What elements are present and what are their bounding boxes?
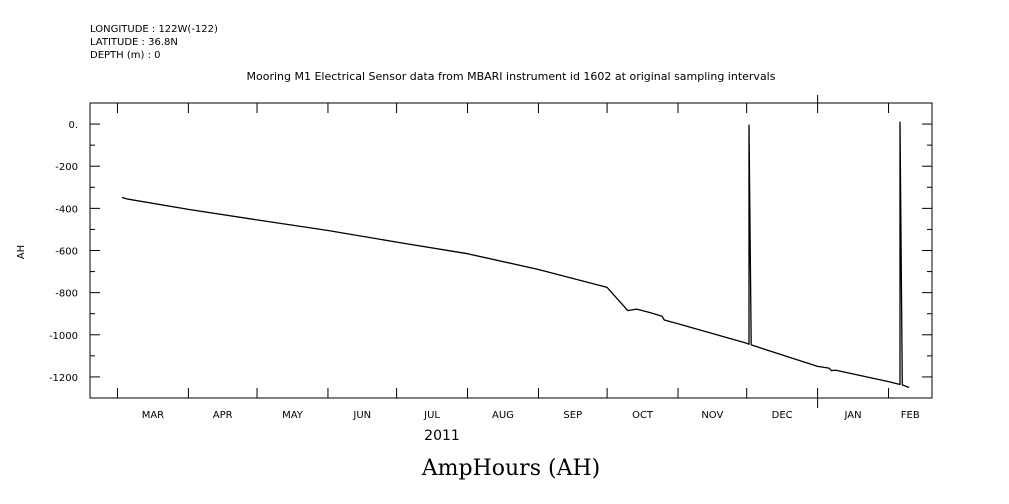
variable-label: AmpHours (AH) xyxy=(421,456,600,481)
x-tick-label: OCT xyxy=(632,410,654,421)
x-tick-label: DEC xyxy=(772,410,793,421)
x-tick-label: JUN xyxy=(352,410,371,421)
y-tick-label: -800 xyxy=(55,289,78,300)
x-tick-label: FEB xyxy=(901,410,920,421)
plot-frame xyxy=(89,102,933,399)
y-tick-label: -1200 xyxy=(49,373,78,384)
x-tick-label: NOV xyxy=(701,410,723,421)
x-tick-label: JAN xyxy=(844,410,862,421)
x-axis: MAR APR MAY JUN JUL AUG SEP OCT NOV DEC JAN FEB xyxy=(116,95,920,421)
depth-label: DEPTH (m) : 0 xyxy=(90,50,161,61)
x-tick-label: SEP xyxy=(563,410,582,421)
y-axis: 0. -200 -400 -600 -800 -1000 -1200 xyxy=(49,102,932,399)
longitude-label: LONGITUDE : 122W(-122) xyxy=(90,24,218,35)
x-tick-label: MAY xyxy=(282,410,304,421)
y-tick-label: -600 xyxy=(55,247,78,258)
x-axis-year-label: 2011 xyxy=(424,428,460,444)
y-tick-label: -400 xyxy=(55,204,78,215)
y-tick-label: -200 xyxy=(55,162,78,173)
data-series xyxy=(121,121,910,389)
y-tick-label: -1000 xyxy=(49,331,78,342)
x-tick-label: APR xyxy=(213,410,233,421)
chart-title: Mooring M1 Electrical Sensor data from M… xyxy=(247,70,776,83)
x-tick-label: JUL xyxy=(423,410,440,421)
x-tick-label: MAR xyxy=(142,410,164,421)
y-axis-label: AH xyxy=(16,245,27,259)
x-tick-label: AUG xyxy=(492,410,514,421)
latitude-label: LATITUDE : 36.8N xyxy=(90,37,178,48)
series-line xyxy=(121,121,910,389)
y-tick-label: 0. xyxy=(68,120,78,131)
